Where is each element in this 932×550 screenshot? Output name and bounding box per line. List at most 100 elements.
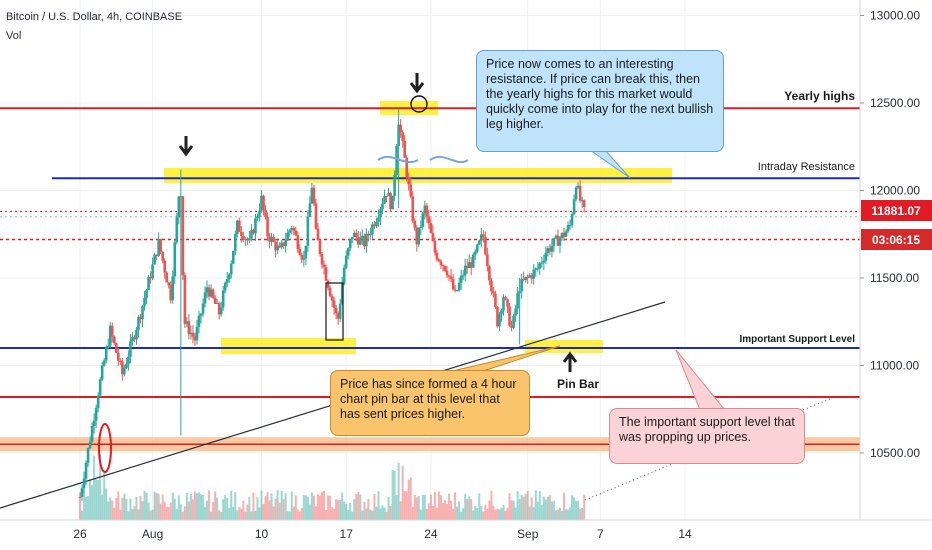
volume-bar (365, 508, 368, 520)
candle-body (389, 192, 392, 210)
candle-body (383, 196, 386, 204)
candle-body (112, 336, 116, 344)
candle-body (332, 300, 336, 308)
volume-bar (375, 506, 378, 520)
volume-bar (385, 511, 388, 520)
candle-body (471, 254, 475, 268)
volume-bar (248, 496, 251, 520)
volume-bar (131, 508, 134, 520)
volume-bar (409, 477, 412, 520)
candle-body (221, 290, 225, 308)
candle-body (435, 252, 439, 260)
candle-body (463, 265, 467, 276)
volume-bar (397, 462, 400, 520)
candle-body (467, 262, 471, 269)
volume-bar (321, 491, 323, 520)
candle-body (304, 245, 308, 259)
candle-body (276, 245, 279, 251)
volume-bar (191, 499, 194, 520)
volume-bar (220, 511, 223, 520)
volume-bar (123, 493, 126, 520)
volume-bar (169, 502, 172, 520)
volume-bar (560, 510, 563, 520)
volume-bar (244, 511, 247, 520)
candle-body (252, 230, 255, 234)
candle-body (518, 291, 521, 294)
volume-bar (214, 491, 217, 520)
candle-body (562, 232, 566, 237)
volume-bar (569, 507, 572, 520)
arrow-pin-bar-head (562, 351, 578, 363)
volume-bar (159, 503, 162, 520)
candle-body (98, 379, 102, 396)
resistance-zone (164, 168, 672, 183)
volume-bar (165, 506, 168, 520)
last-price-value: 11881.07 (871, 204, 921, 218)
volume-bar (246, 504, 249, 520)
volume-bar (119, 510, 122, 520)
volume-bar (532, 507, 535, 520)
volume-bar (103, 470, 106, 520)
candle-body (457, 282, 461, 291)
volume-bar (460, 511, 463, 520)
volume-bar (139, 495, 142, 520)
candle-body (401, 132, 404, 141)
volume-bar (506, 507, 509, 520)
volume-bar (558, 507, 561, 520)
volume-bar (238, 507, 241, 520)
volume-bar (272, 506, 275, 520)
volume-bar (250, 511, 253, 520)
price-tick-label: 11500.00 (870, 271, 919, 285)
candle-body (292, 227, 296, 231)
wave-left (377, 155, 419, 163)
candle-body (542, 260, 546, 263)
candle-body (407, 177, 411, 185)
candle-body (532, 269, 536, 279)
volume-bar (177, 495, 180, 520)
volume-bar (290, 491, 293, 520)
price-axis: 13000.00 12500.00 12000.00 11500.00 11000.00… (859, 0, 932, 550)
candle-body (264, 209, 267, 217)
candle-body (534, 268, 538, 270)
pin-bar-box (325, 282, 344, 341)
candle-body (459, 275, 463, 283)
volume-bar (516, 491, 519, 520)
volume-bar (274, 498, 277, 520)
candle-body (217, 302, 221, 315)
candle-body (213, 297, 217, 304)
candle-body (167, 282, 171, 286)
volume-bar (381, 505, 384, 520)
candle-body (199, 313, 203, 316)
volume-bar (415, 497, 418, 520)
candle-body (201, 303, 205, 314)
candle-body (348, 239, 352, 249)
candle-body (480, 234, 483, 241)
price-tick-label: 12000.00 (870, 184, 920, 198)
volume-bar (387, 497, 390, 520)
candle-body (312, 187, 316, 204)
candle-body (262, 195, 265, 210)
volume-bar (363, 501, 366, 520)
candle-body (104, 347, 108, 361)
volume-bar (437, 491, 440, 520)
volume-bar (256, 497, 259, 520)
pin-bar-callout: Price has since formed a 4 hour chart pi… (330, 370, 530, 436)
volume-bar (314, 506, 317, 520)
candle-body (125, 363, 128, 369)
volume-indicator-label[interactable]: Vol (6, 30, 22, 42)
candle-body (375, 221, 378, 227)
volume-bar (316, 494, 319, 520)
volume-bar (544, 499, 547, 520)
candle-body (484, 237, 487, 255)
candle-body (179, 196, 183, 198)
candle-body (357, 237, 360, 245)
time-tick-label: 24 (424, 527, 438, 541)
price-axis-bg (860, 0, 932, 550)
volume-bar (488, 500, 491, 520)
candle-body (486, 254, 489, 267)
candle-body (324, 267, 328, 281)
candle-body (102, 360, 106, 366)
volume-bar (391, 469, 394, 520)
candle-body (94, 408, 98, 421)
